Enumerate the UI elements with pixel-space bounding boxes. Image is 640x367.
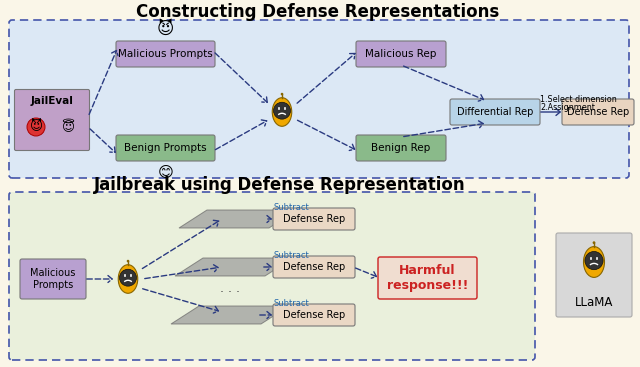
Text: Defense Rep: Defense Rep	[283, 214, 345, 224]
Ellipse shape	[272, 98, 292, 126]
Text: Defense Rep: Defense Rep	[567, 107, 629, 117]
Text: Malicious Prompts: Malicious Prompts	[118, 49, 213, 59]
FancyBboxPatch shape	[9, 20, 629, 178]
FancyBboxPatch shape	[116, 135, 215, 161]
Text: Constructing Defense Representations: Constructing Defense Representations	[136, 3, 500, 21]
Text: Malicious
Prompts: Malicious Prompts	[30, 268, 76, 290]
Text: Harmful
response!!!: Harmful response!!!	[387, 264, 468, 292]
FancyBboxPatch shape	[273, 256, 355, 278]
Circle shape	[120, 269, 136, 286]
FancyBboxPatch shape	[116, 41, 215, 67]
Text: · · ·: · · ·	[220, 286, 240, 298]
Text: Jailbreak using Defense Representation: Jailbreak using Defense Representation	[94, 176, 466, 194]
FancyBboxPatch shape	[273, 304, 355, 326]
Text: Subtract: Subtract	[274, 251, 310, 261]
FancyBboxPatch shape	[20, 259, 86, 299]
Circle shape	[281, 93, 284, 95]
Circle shape	[593, 241, 595, 244]
FancyBboxPatch shape	[356, 41, 446, 67]
Text: 😇: 😇	[61, 120, 74, 134]
Text: Defense Rep: Defense Rep	[283, 262, 345, 272]
Text: Benign Rep: Benign Rep	[371, 143, 431, 153]
Text: LLaMA: LLaMA	[575, 295, 613, 309]
Text: JailEval: JailEval	[31, 96, 74, 106]
FancyBboxPatch shape	[562, 99, 634, 125]
FancyBboxPatch shape	[273, 208, 355, 230]
Circle shape	[27, 118, 45, 136]
Text: Subtract: Subtract	[274, 203, 310, 212]
Text: Differential Rep: Differential Rep	[457, 107, 533, 117]
Polygon shape	[179, 210, 297, 228]
Text: Benign Prompts: Benign Prompts	[124, 143, 207, 153]
Polygon shape	[171, 306, 289, 324]
Text: 2.Assignment: 2.Assignment	[540, 102, 595, 112]
Ellipse shape	[118, 265, 138, 293]
FancyBboxPatch shape	[9, 192, 535, 360]
Text: 😈: 😈	[157, 20, 174, 38]
Circle shape	[127, 260, 129, 262]
Text: Defense Rep: Defense Rep	[283, 310, 345, 320]
Circle shape	[273, 102, 291, 119]
FancyBboxPatch shape	[378, 257, 477, 299]
Circle shape	[585, 251, 603, 270]
FancyBboxPatch shape	[450, 99, 540, 125]
Ellipse shape	[584, 247, 605, 277]
Text: Subtract: Subtract	[274, 299, 310, 309]
FancyBboxPatch shape	[556, 233, 632, 317]
Polygon shape	[175, 258, 293, 276]
Text: 😈: 😈	[29, 120, 42, 134]
FancyBboxPatch shape	[356, 135, 446, 161]
FancyBboxPatch shape	[15, 90, 90, 150]
Text: Malicious Rep: Malicious Rep	[365, 49, 436, 59]
Text: 1.Select dimension: 1.Select dimension	[540, 94, 617, 103]
Text: 😊: 😊	[157, 166, 173, 181]
